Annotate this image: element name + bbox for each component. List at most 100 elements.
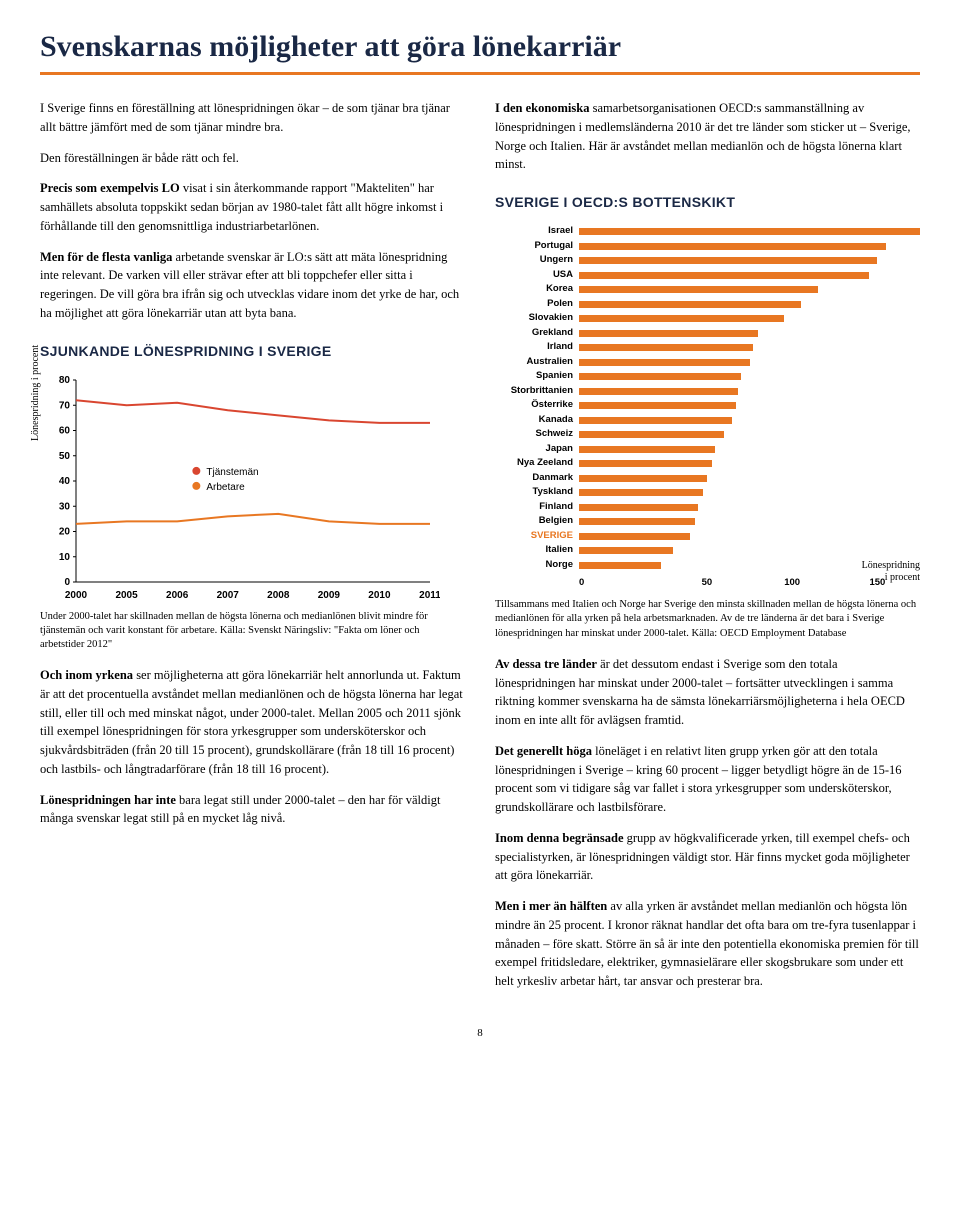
svg-text:80: 80 [59, 375, 71, 386]
page-title: Svenskarnas möjligheter att göra lönekar… [40, 30, 920, 64]
para: Den föreställningen är både rätt och fel… [40, 149, 465, 168]
bar-fill [579, 359, 750, 366]
bar-label: Finland [495, 500, 579, 514]
bar-label: Tyskland [495, 485, 579, 499]
bar-fill [579, 446, 715, 453]
bar-row: Storbrittanien [495, 385, 920, 398]
bar-fill [579, 518, 695, 525]
bar-fill [579, 547, 673, 554]
svg-text:Tjänstemän: Tjänstemän [206, 466, 258, 477]
bar-fill [579, 562, 661, 569]
svg-text:10: 10 [59, 551, 71, 562]
bar-label: Polen [495, 297, 579, 311]
bar-row: Danmark [495, 472, 920, 485]
bar-label: Nya Zeeland [495, 456, 579, 470]
page-number: 8 [40, 1027, 920, 1039]
bold-lead: I den ekonomiska [495, 101, 589, 115]
svg-text:2000: 2000 [65, 590, 88, 601]
y-axis-label: Lönespridning i procent [28, 344, 43, 440]
section-heading: SJUNKANDE LÖNESPRIDNING I SVERIGE [40, 341, 465, 362]
bar-label: USA [495, 268, 579, 282]
bold-lead: Men för de flesta vanliga [40, 250, 172, 264]
bold-lead: Men i mer än hälften [495, 899, 607, 913]
bar-fill [579, 504, 698, 511]
x-tick: 0 [579, 576, 664, 590]
bar-row: Grekland [495, 327, 920, 340]
left-column: I Sverige finns en föreställning att lön… [40, 99, 465, 1003]
bar-label: Japan [495, 442, 579, 456]
bar-row: Italien [495, 544, 920, 557]
bold-lead: Av dessa tre länder [495, 657, 597, 671]
svg-text:2010: 2010 [368, 590, 391, 601]
bar-row: Korea [495, 283, 920, 296]
bar-fill [579, 431, 724, 438]
bar-label: Österrike [495, 398, 579, 412]
line-chart: Lönespridning i procent 0102030405060708… [40, 374, 465, 604]
bar-row: Österrike [495, 399, 920, 412]
bar-row: Nya Zeeland [495, 457, 920, 470]
bar-label: Belgien [495, 514, 579, 528]
bar-fill [579, 417, 732, 424]
bar-fill [579, 272, 869, 279]
bar-chart-x-axis: 050100150200 [579, 573, 920, 590]
svg-text:2009: 2009 [318, 590, 341, 601]
bar-row: Japan [495, 443, 920, 456]
right-column: I den ekonomiska samarbetsorganisationen… [495, 99, 920, 1003]
bar-label: Schweiz [495, 427, 579, 441]
bar-label: Grekland [495, 326, 579, 340]
line-chart-svg: 0102030405060708020002005200620072008200… [40, 374, 440, 604]
bar-fill [579, 373, 741, 380]
bar-row: Slovakien [495, 312, 920, 325]
bar-row: Spanien [495, 370, 920, 383]
bar-row: SVERIGE [495, 530, 920, 543]
title-rule [40, 72, 920, 75]
bar-row: Schweiz [495, 428, 920, 441]
bar-fill [579, 228, 920, 235]
svg-text:40: 40 [59, 476, 71, 487]
svg-text:2007: 2007 [217, 590, 240, 601]
para: I den ekonomiska samarbetsorganisationen… [495, 99, 920, 174]
svg-text:20: 20 [59, 526, 71, 537]
para: Inom denna begränsade grupp av högkvalif… [495, 829, 920, 885]
bar-fill [579, 402, 736, 409]
bar-row: Portugal [495, 240, 920, 253]
bar-label: Ungern [495, 253, 579, 267]
bar-row: USA [495, 269, 920, 282]
svg-text:Arbetare: Arbetare [206, 481, 245, 492]
para: Lönespridningen har inte bara legat stil… [40, 791, 465, 829]
svg-text:2008: 2008 [267, 590, 290, 601]
bar-fill [579, 315, 784, 322]
bar-label: Australien [495, 355, 579, 369]
bold-lead: Precis som exempelvis LO [40, 181, 180, 195]
bar-label: Norge [495, 558, 579, 572]
bar-label: Irland [495, 340, 579, 354]
para: Och inom yrkena ser möjligheterna att gö… [40, 666, 465, 779]
bold-lead: Och inom yrkena [40, 668, 133, 682]
para: I Sverige finns en föreställning att lön… [40, 99, 465, 137]
bar-fill [579, 460, 712, 467]
bar-label: Slovakien [495, 311, 579, 325]
bold-lead: Det generellt höga [495, 744, 592, 758]
bar-row: Ungern [495, 254, 920, 267]
bar-row: Israel [495, 225, 920, 238]
bar-label: Spanien [495, 369, 579, 383]
svg-text:0: 0 [64, 577, 70, 588]
bar-label: Portugal [495, 239, 579, 253]
svg-text:50: 50 [59, 450, 71, 461]
bar-fill [579, 243, 886, 250]
x-tick: 150 [835, 576, 920, 590]
bar-row: Tyskland [495, 486, 920, 499]
svg-text:2005: 2005 [115, 590, 138, 601]
bar-row: Finland [495, 501, 920, 514]
bar-label: Italien [495, 543, 579, 557]
bar-label: Israel [495, 224, 579, 238]
bar-fill [579, 257, 877, 264]
x-tick: 100 [750, 576, 835, 590]
para: Precis som exempelvis LO visat i sin åte… [40, 179, 465, 235]
svg-text:2006: 2006 [166, 590, 189, 601]
para: Av dessa tre länder är det dessutom enda… [495, 655, 920, 730]
chart-caption: Tillsammans med Italien och Norge har Sv… [495, 598, 920, 641]
svg-text:30: 30 [59, 501, 71, 512]
bold-lead: Inom denna begränsade [495, 831, 624, 845]
para: Men i mer än hälften av alla yrken är av… [495, 897, 920, 991]
